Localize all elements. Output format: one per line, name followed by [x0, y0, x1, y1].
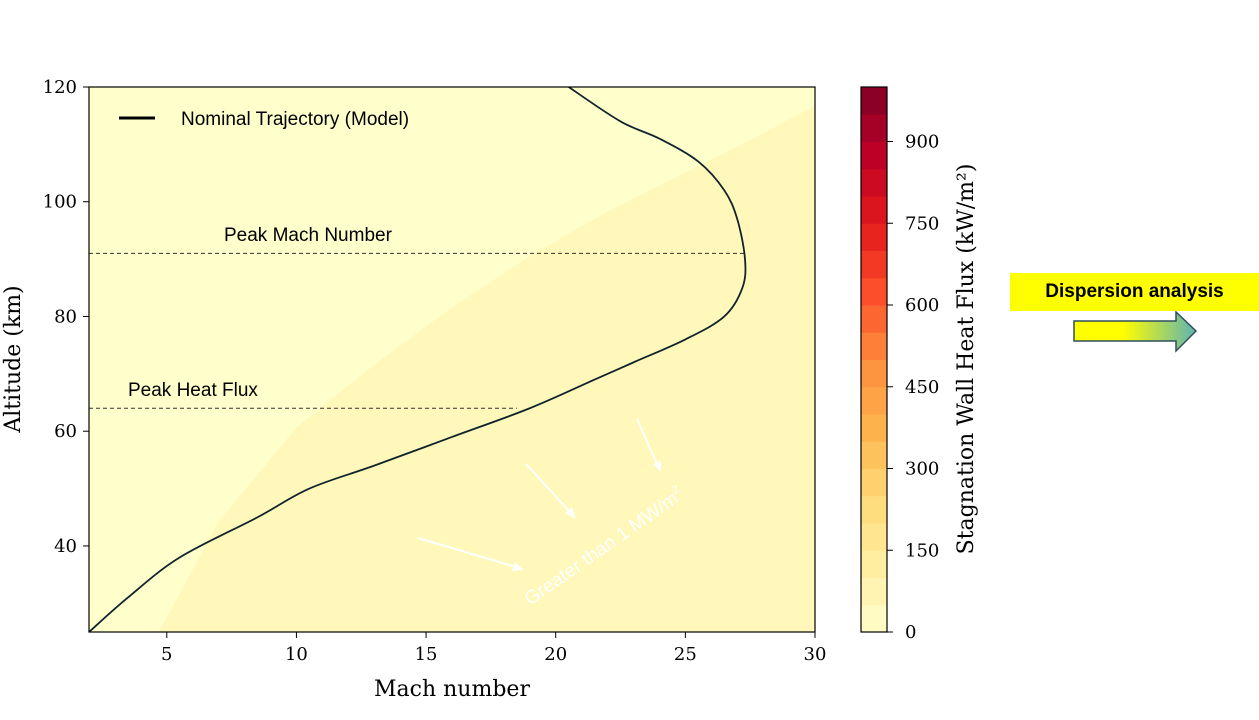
x-axis-ticks: 5 10 15 20 25 30	[161, 632, 826, 665]
arrowhead-icon	[565, 507, 576, 519]
colorbar-cell	[861, 495, 887, 524]
x-tick-label: 10	[285, 644, 308, 665]
colorbar-label: Stagnation Wall Heat Flux (kW/m²)	[954, 164, 979, 555]
colorbar-cell	[861, 305, 887, 333]
colorbar-ticks: 0 150 300 450 600 750 900	[887, 132, 939, 643]
colorbar-cell	[861, 223, 887, 251]
x-tick-label: 25	[674, 644, 697, 665]
colorbar-tick-label: 300	[905, 459, 939, 480]
colorbar-cells	[861, 87, 887, 633]
y-tick-label: 40	[54, 536, 77, 557]
x-axis-label: Mach number	[374, 677, 530, 702]
colorbar-tick-label: 450	[905, 377, 939, 398]
colorbar-cell	[861, 523, 887, 551]
colorbar-cell	[861, 168, 887, 197]
dispersion-analysis-label: Dispersion analysis	[1010, 273, 1259, 311]
colorbar-cell	[861, 114, 887, 142]
reference-lines	[89, 252, 745, 409]
trajectory-line	[89, 87, 747, 632]
peak-mach-label: Peak Mach Number	[224, 225, 393, 246]
x-tick-label: 5	[161, 644, 172, 665]
region-arrow	[417, 537, 517, 568]
colorbar-cell	[861, 250, 887, 279]
peak-heat-flux-label: Peak Heat Flux	[128, 380, 258, 401]
colorbar-cell	[861, 386, 887, 415]
colorbar-cell	[861, 87, 887, 115]
plot-frame	[88, 86, 816, 633]
y-tick-label: 100	[43, 192, 77, 213]
colorbar-tick-label: 900	[905, 132, 939, 153]
colorbar-frame	[860, 86, 888, 633]
legend: Nominal Trajectory (Model)	[119, 109, 409, 130]
heat-flux-band	[158, 105, 815, 632]
colorbar-cell	[861, 577, 887, 606]
legend-entry-trajectory: Nominal Trajectory (Model)	[181, 109, 409, 130]
colorbar-cell	[861, 277, 887, 306]
region-arrows	[417, 418, 661, 571]
colorbar: 0 150 300 450 600 750 900 Stagnation Wall Heat…	[860, 86, 979, 643]
region-arrow	[525, 463, 571, 513]
colorbar-cell	[861, 441, 887, 469]
heat-flux-bands	[89, 87, 815, 632]
arrowhead-icon	[653, 461, 661, 472]
colorbar-tick-label: 600	[905, 295, 939, 316]
colorbar-tick-label: 0	[905, 622, 916, 643]
x-tick-label: 15	[415, 644, 438, 665]
y-axis-ticks: 40 60 80 100 120	[43, 77, 89, 557]
colorbar-cell	[861, 468, 887, 497]
colorbar-cell	[861, 550, 887, 578]
colorbar-cell	[861, 414, 887, 442]
colorbar-cell	[861, 332, 887, 360]
right-arrow-icon	[1073, 310, 1198, 353]
y-tick-label: 120	[43, 77, 77, 98]
colorbar-cell	[861, 604, 887, 633]
arrowhead-icon	[512, 562, 524, 571]
trajectory-layer	[89, 87, 747, 632]
colorbar-cell	[861, 196, 887, 224]
x-tick-label: 20	[544, 644, 567, 665]
colorbar-cell	[861, 141, 887, 170]
plot-area	[88, 86, 816, 633]
colorbar-cell	[861, 359, 887, 388]
colorbar-tick-label: 750	[905, 213, 939, 234]
x-tick-label: 30	[804, 644, 827, 665]
y-tick-label: 60	[54, 421, 77, 442]
colorbar-tick-label: 150	[905, 540, 939, 561]
y-axis-label: Altitude (km)	[1, 285, 26, 433]
region-arrow	[636, 418, 658, 465]
y-tick-label: 80	[54, 306, 77, 327]
